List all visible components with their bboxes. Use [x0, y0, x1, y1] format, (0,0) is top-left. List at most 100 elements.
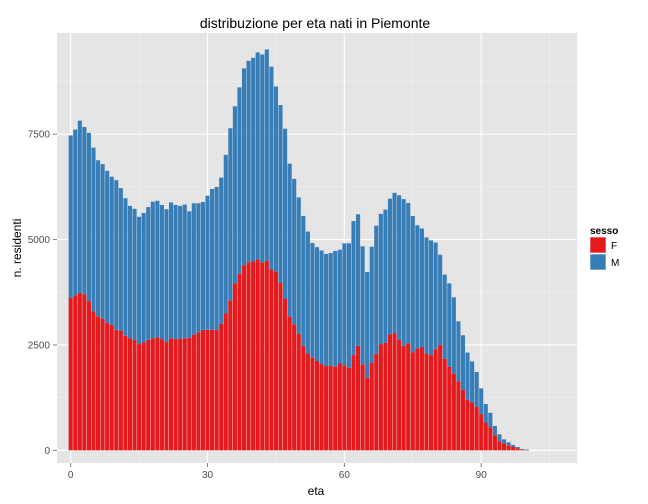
bar-f-age-87 — [465, 399, 470, 451]
bar-f-age-21 — [164, 341, 169, 451]
bar-m-age-60 — [342, 243, 347, 366]
bar-m-age-19 — [155, 200, 160, 338]
bar-m-age-56 — [324, 253, 329, 367]
y-tick-label: 2500 — [28, 340, 51, 351]
bar-f-age-74 — [406, 343, 411, 451]
bar-f-age-93 — [492, 435, 497, 451]
bar-m-age-78 — [424, 237, 429, 354]
bar-f-age-2 — [77, 292, 82, 451]
bar-f-age-88 — [470, 402, 475, 451]
x-tick-label: 90 — [476, 470, 488, 481]
bar-m-age-83 — [447, 283, 452, 367]
y-axis-ticks: 0 2500 5000 7500 — [28, 130, 57, 457]
bar-f-age-72 — [397, 339, 402, 451]
bar-m-age-91 — [483, 403, 488, 423]
bar-f-age-6 — [96, 316, 101, 451]
bar-f-age-3 — [82, 294, 87, 451]
bar-m-age-64 — [360, 246, 365, 365]
bar-m-age-8 — [105, 170, 110, 324]
bar-f-age-97 — [511, 446, 516, 451]
bar-f-age-17 — [146, 339, 151, 451]
bar-m-age-30 — [205, 195, 210, 330]
bar-f-age-63 — [356, 345, 361, 451]
bar-f-age-25 — [182, 338, 187, 451]
bar-f-age-79 — [428, 355, 434, 451]
bar-f-age-94 — [497, 441, 502, 451]
bar-m-age-67 — [374, 225, 379, 354]
bar-f-age-52 — [305, 353, 310, 451]
x-axis-ticks: 0 30 60 90 — [68, 463, 487, 481]
bar-m-age-74 — [406, 202, 411, 344]
bar-f-age-62 — [351, 355, 356, 451]
bar-m-age-27 — [191, 203, 196, 335]
chart-title: distribuzione per eta nati in Piemonte — [200, 15, 431, 31]
bar-f-age-76 — [415, 348, 420, 451]
bar-m-age-12 — [123, 198, 128, 336]
bar-f-age-4 — [86, 301, 91, 451]
bar-m-age-87 — [465, 352, 470, 400]
bar-f-age-65 — [365, 377, 370, 451]
bar-f-age-12 — [123, 335, 128, 451]
bar-m-age-71 — [392, 192, 397, 334]
bar-m-age-45 — [273, 86, 278, 272]
bar-f-age-47 — [283, 299, 288, 451]
bar-m-age-93 — [492, 425, 497, 436]
bar-m-age-94 — [497, 434, 502, 442]
bar-f-age-68 — [378, 344, 383, 451]
bar-m-age-11 — [118, 188, 123, 331]
bar-f-age-75 — [410, 352, 415, 451]
bar-m-age-97 — [511, 444, 516, 447]
bar-f-age-61 — [346, 367, 351, 451]
bar-f-age-50 — [296, 334, 301, 451]
bar-m-age-79 — [428, 240, 434, 356]
bar-m-age-7 — [100, 164, 105, 319]
bar-m-age-89 — [474, 371, 479, 407]
bar-m-age-90 — [479, 388, 484, 415]
bar-m-age-25 — [182, 204, 187, 339]
bar-f-age-58 — [333, 366, 338, 451]
bar-f-age-45 — [273, 271, 278, 451]
bar-f-age-66 — [369, 362, 374, 451]
bar-m-age-95 — [501, 439, 507, 444]
bar-f-age-73 — [401, 345, 406, 451]
bar-f-age-11 — [118, 330, 123, 451]
bar-f-age-86 — [460, 390, 466, 451]
bar-f-age-84 — [451, 373, 456, 451]
bar-f-age-29 — [200, 329, 206, 451]
bar-m-age-5 — [91, 147, 96, 312]
bar-m-age-34 — [223, 154, 228, 314]
bar-m-age-65 — [365, 272, 370, 378]
bar-m-age-54 — [314, 247, 320, 361]
bar-m-age-43 — [264, 49, 269, 261]
bar-m-age-52 — [305, 231, 310, 354]
bar-f-age-22 — [168, 338, 174, 451]
bar-m-age-2 — [77, 120, 82, 293]
bar-f-age-49 — [292, 324, 297, 451]
bar-f-age-56 — [324, 366, 329, 451]
bar-f-age-80 — [433, 349, 438, 451]
bar-m-age-75 — [410, 215, 415, 353]
bars-group — [68, 49, 529, 451]
bar-m-age-15 — [137, 216, 142, 345]
bar-m-age-51 — [301, 215, 306, 346]
bar-f-age-83 — [447, 366, 452, 451]
bar-m-age-58 — [333, 250, 338, 367]
bar-f-age-64 — [360, 364, 365, 451]
bar-f-age-89 — [474, 406, 479, 451]
bar-m-age-85 — [456, 321, 461, 382]
bar-f-age-14 — [132, 339, 137, 451]
bar-f-age-44 — [269, 269, 274, 451]
bar-m-age-68 — [378, 213, 383, 345]
y-tick-label: 5000 — [28, 235, 51, 246]
bar-f-age-77 — [419, 347, 424, 451]
bar-m-age-14 — [132, 208, 137, 340]
bar-m-age-96 — [506, 442, 511, 446]
bar-f-age-55 — [319, 363, 324, 451]
bar-m-age-76 — [415, 225, 420, 349]
bar-m-age-47 — [283, 128, 288, 300]
bar-m-age-37 — [237, 87, 242, 274]
bar-f-age-5 — [91, 311, 96, 451]
bar-m-age-39 — [246, 60, 251, 263]
bar-f-age-46 — [278, 282, 283, 451]
